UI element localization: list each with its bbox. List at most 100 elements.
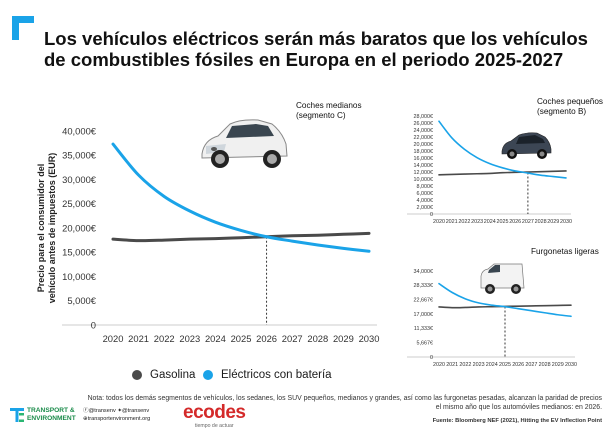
y-tick-label: 28,333€ xyxy=(414,283,434,289)
corner-accent-icon xyxy=(12,16,34,40)
y-tick-label: 6,000€ xyxy=(417,191,434,197)
x-tick-label: 2026 xyxy=(256,333,277,344)
van-icon xyxy=(480,263,525,294)
van-chart: 0 5,667€ 11,333€ 17,000€ 22,667€ 28,333€ 34,00… xyxy=(407,269,577,368)
x-tick-label: 2028 xyxy=(535,219,547,225)
y-tick-label: 0 xyxy=(430,212,433,218)
footnote: Nota: todos los demás segmentos de vehíc… xyxy=(87,395,602,411)
gasoline-swatch xyxy=(132,370,142,380)
te-logo-icon xyxy=(10,407,24,422)
electric-line xyxy=(438,120,567,179)
x-tick-label: 2021 xyxy=(446,219,458,225)
y-tick-label: 22,000€ xyxy=(414,135,434,141)
website-link[interactable]: transportenvironment.org xyxy=(87,416,151,422)
facebook-icon: ⓕ xyxy=(83,408,89,414)
x-tick-label: 2025 xyxy=(499,362,511,368)
source-text: Fuente: Bloomberg NEF (2021), Hitting th… xyxy=(432,418,602,424)
x-tick-label: 2024 xyxy=(484,219,496,225)
twitter-handle[interactable]: @transenv xyxy=(122,408,150,414)
x-tick-label: 2020 xyxy=(433,219,445,225)
twitter-icon: ✦ xyxy=(117,408,122,414)
b-segment-label: Coches pequeños (segmento B) xyxy=(537,97,604,116)
x-tick-label: 2027 xyxy=(522,219,534,225)
x-tick-label: 2021 xyxy=(446,362,458,368)
y-tick-label: 12,000€ xyxy=(414,170,434,176)
legend-electric-label: Eléctricos con batería xyxy=(221,369,332,381)
y-tick-label: 4,000€ xyxy=(417,198,434,204)
x-tick-label: 2028 xyxy=(307,333,328,344)
y-tick-label: 0 xyxy=(430,355,433,361)
x-tick-label: 2021 xyxy=(128,333,149,344)
y-tick-label: 20,000€ xyxy=(414,142,434,148)
gasoline-line xyxy=(111,231,371,243)
ecodes-tagline: tiempo de actuar xyxy=(194,423,234,429)
y-tick-label: 24,000€ xyxy=(414,128,434,134)
x-tick-label: 2026 xyxy=(509,219,521,225)
ecodes-name: ecodes xyxy=(183,402,246,423)
x-tick-label: 2020 xyxy=(433,362,445,368)
ecodes-logo: ecodes tiempo de actuar xyxy=(183,402,246,429)
y-tick-label: 34,000€ xyxy=(414,269,434,275)
x-tick-label: 2023 xyxy=(473,362,485,368)
x-tick-label: 2030 xyxy=(565,362,577,368)
electric-swatch xyxy=(203,370,213,380)
small-car-chart: 02,000€4,000€6,000€8,000€10,000€12,000€1… xyxy=(407,114,572,225)
x-tick-label: 2023 xyxy=(471,219,483,225)
x-tick-label: 2029 xyxy=(333,333,354,344)
y-tick-label: 26,000€ xyxy=(414,121,434,127)
y-tick-label: 28,000€ xyxy=(414,114,434,120)
title-line-2: de combustibles fósiles en Europa en el … xyxy=(44,49,564,70)
y-tick-label: 25,000€ xyxy=(62,198,97,209)
legend-electric: Eléctricos con batería xyxy=(203,369,332,381)
van-label: Furgonetas ligeras xyxy=(531,247,599,256)
y-tick-label: 5,000€ xyxy=(67,295,96,306)
web-icon: ⊕ xyxy=(83,416,88,422)
y-tick-label: 10,000€ xyxy=(414,177,434,183)
small-car-icon xyxy=(501,132,552,159)
legend-gasoline: Gasolina xyxy=(132,369,195,381)
y-axis-title: Precio para el consumidor delvehículo an… xyxy=(36,153,57,304)
te-logo: TRANSPORT & ENVIRONMENT xyxy=(10,407,76,422)
y-axis-title-line: vehículo antes de impuestos (EUR) xyxy=(47,153,57,304)
x-tick-label: 2026 xyxy=(512,362,524,368)
y-tick-label: 8,000€ xyxy=(417,184,434,190)
x-tick-label: 2025 xyxy=(231,333,252,344)
y-tick-label: 30,000€ xyxy=(62,174,97,185)
x-tick-label: 2023 xyxy=(179,333,200,344)
c-segment-label: Coches medianos (segmento C) xyxy=(296,101,362,120)
y-tick-label: 17,000€ xyxy=(414,312,434,318)
social-links: ⓕ@transenv ✦@transenv ⊕transportenvironm… xyxy=(83,407,150,423)
y-tick-label: 5,667€ xyxy=(417,341,434,347)
x-tick-label: 2030 xyxy=(560,219,572,225)
y-tick-label: 18,000€ xyxy=(414,149,434,155)
white-car-icon xyxy=(201,119,288,168)
y-tick-label: 10,000€ xyxy=(62,271,97,282)
x-tick-label: 2029 xyxy=(547,219,559,225)
facebook-handle[interactable]: @transenv xyxy=(88,408,116,414)
y-axis-title-line: Precio para el consumidor del xyxy=(36,164,46,293)
x-tick-label: 2024 xyxy=(486,362,498,368)
x-tick-label: 2022 xyxy=(459,362,471,368)
x-tick-label: 2028 xyxy=(539,362,551,368)
x-tick-label: 2020 xyxy=(103,333,124,344)
y-tick-label: 11,333€ xyxy=(414,326,433,332)
y-tick-label: 40,000€ xyxy=(62,125,97,136)
page-title: Los vehículos eléctricos serán más barat… xyxy=(44,28,604,70)
x-tick-label: 2025 xyxy=(497,219,509,225)
x-tick-label: 2027 xyxy=(282,333,303,344)
y-tick-label: 20,000€ xyxy=(62,222,97,233)
x-tick-label: 2022 xyxy=(458,219,470,225)
x-tick-label: 2030 xyxy=(359,333,380,344)
y-tick-label: 35,000€ xyxy=(62,150,97,161)
legend-gasoline-label: Gasolina xyxy=(150,369,196,381)
y-tick-label: 2,000€ xyxy=(417,205,434,211)
y-tick-label: 0 xyxy=(91,319,96,330)
x-tick-label: 2022 xyxy=(154,333,175,344)
x-tick-label: 2024 xyxy=(205,333,226,344)
y-tick-label: 22,667€ xyxy=(414,298,434,304)
te-line-2: ENVIRONMENT xyxy=(27,414,76,422)
y-tick-label: 14,000€ xyxy=(414,163,434,169)
title-line-1: Los vehículos eléctricos serán más barat… xyxy=(44,28,588,49)
y-tick-label: 15,000€ xyxy=(62,247,97,258)
